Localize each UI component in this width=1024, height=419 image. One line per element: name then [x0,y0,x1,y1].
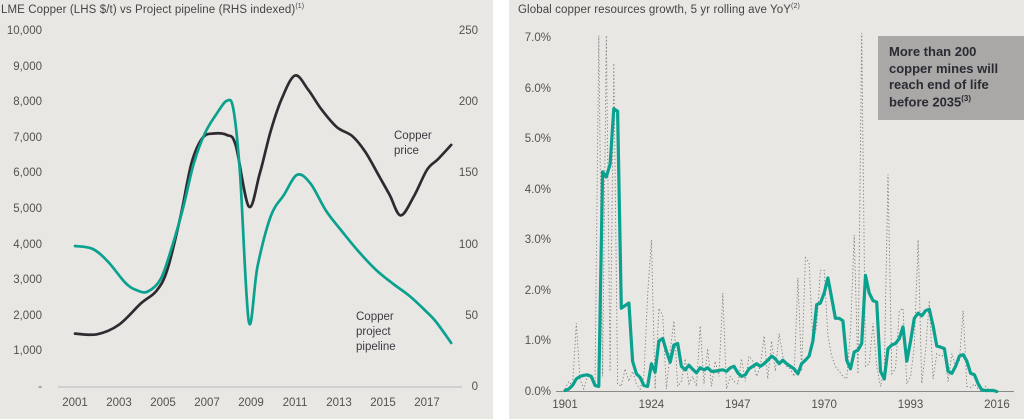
copper-price-label: Copper price [394,130,432,157]
callout-text: More than 200 copper mines will reach en… [889,44,999,110]
right-chart-y-tick: 7.0% [524,32,551,44]
left-chart-y-right-tick: 200 [458,96,478,109]
left-chart-title: LME Copper (LHS $/t) vs Project pipeline… [1,3,304,16]
copper-project-pipeline-line [73,98,453,345]
left-chart-x-tick: 2005 [150,397,176,409]
left-chart-y-right-tick: 100 [458,238,478,251]
left-chart-x-tick: 2017 [414,397,440,409]
left-chart-y-left-tick: 6,000 [13,167,42,180]
right-chart-y-tick: 3.0% [524,234,551,246]
left-chart-y-left-tick: 5,000 [13,203,42,215]
left-chart-x-tick: 2011 [282,397,308,409]
right-chart-x-tick: 1901 [552,399,578,411]
right-chart-y-tick: 5.0% [524,133,551,145]
left-chart-title-text: LME Copper (LHS $/t) vs Project pipeline… [1,3,296,16]
rolling-5yr-average-line [563,107,999,394]
left-chart-y-left-tick: 8,000 [13,96,42,109]
left-chart-title-footnote: (1) [295,3,305,10]
right-chart-title: Global copper resources growth, 5 yr rol… [518,3,800,16]
left-chart-x-tick: 2009 [238,397,264,409]
right-chart-y-tick: 6.0% [524,82,551,95]
left-chart-y-left-tick: 9,000 [13,60,42,73]
right-chart-y-tick: 4.0% [524,183,551,196]
right-chart-y-tick: 0.0% [524,385,551,398]
copper-project-pipeline-label: Copper project pipeline [356,311,396,353]
right-chart-x-tick: 1924 [638,399,665,411]
left-chart-x-tick: 2007 [194,397,220,409]
left-chart-y-right-tick: 0 [471,381,478,393]
callout-footnote: (3) [961,93,972,103]
left-chart-x-tick: 2001 [62,397,88,409]
left-chart-y-left-tick: 4,000 [13,238,42,251]
left-chart-x-tick: 2013 [326,397,352,409]
right-chart-y-tick: 2.0% [524,284,551,297]
left-chart-y-right-tick: 250 [458,25,478,37]
left-chart-y-right-tick: 150 [458,167,478,180]
callout-box: More than 200 copper mines will reach en… [878,36,1024,120]
right-chart-x-tick: 1993 [897,399,924,411]
right-chart-title-text: Global copper resources growth, 5 yr rol… [518,3,792,16]
left-chart-y-left-tick: 3,000 [13,274,42,287]
right-chart-x-tick: 1947 [724,399,751,411]
left-chart-y-left-tick: 1,000 [13,345,42,358]
right-chart-title-footnote: (2) [791,3,800,10]
right-chart-x-tick: 1970 [811,399,837,411]
left-chart-y-left-tick: 7,000 [13,131,42,144]
left-chart-x-tick: 2003 [106,397,132,409]
right-chart-x-tick: 2016 [984,399,1010,411]
left-chart-y-left-tick: 2,000 [13,309,42,322]
left-chart-x-tick: 2015 [370,397,396,409]
left-chart-y-right-tick: 50 [465,309,478,322]
left-chart-y-left-tick: - [38,381,42,393]
right-chart-y-tick: 1.0% [524,335,551,347]
left-chart-y-left-tick: 10,000 [6,25,42,37]
copper-price-line [73,74,453,337]
left-chart-panel [0,0,493,419]
